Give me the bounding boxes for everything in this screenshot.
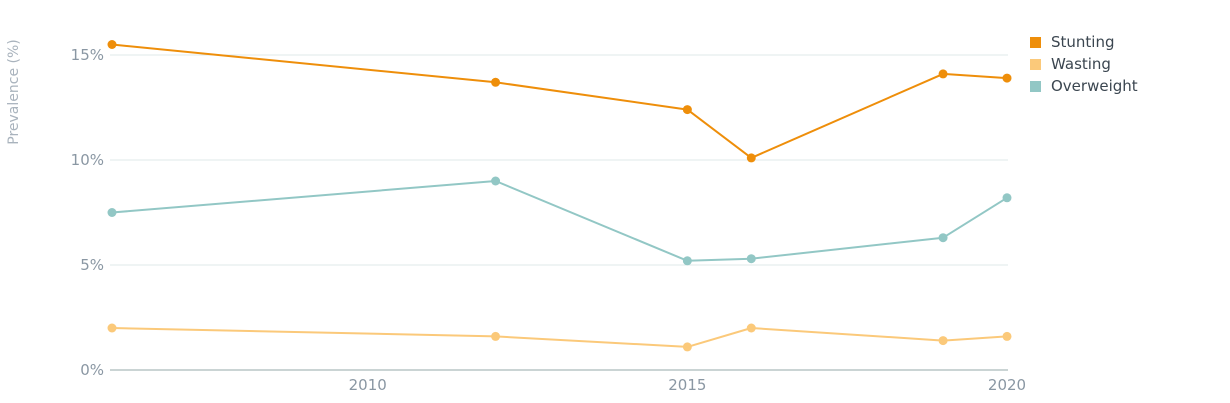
data-point-wasting[interactable]: [682, 342, 692, 352]
data-point-wasting[interactable]: [1002, 331, 1012, 341]
legend-label: Stunting: [1051, 33, 1115, 51]
legend-swatch: [1030, 81, 1041, 92]
legend: Stunting Wasting Overweight: [1030, 33, 1138, 95]
y-tick-label: 0%: [80, 361, 104, 379]
data-point-wasting[interactable]: [491, 331, 501, 341]
series-wasting: [107, 323, 1012, 352]
data-point-wasting[interactable]: [746, 323, 756, 333]
gridlines: [110, 54, 1008, 371]
y-tick-label: 5%: [80, 256, 104, 274]
legend-swatch: [1030, 59, 1041, 70]
series-line-overweight: [111, 180, 1008, 262]
series-overweight: [107, 176, 1012, 266]
y-axis-ticks: 0% 5% 10% 15%: [71, 46, 104, 379]
x-axis-ticks: 2010 2015 2020: [349, 376, 1026, 394]
data-point-stunting[interactable]: [1002, 73, 1012, 83]
series-stunting: [107, 40, 1012, 163]
legend-swatch: [1030, 37, 1041, 48]
data-point-overweight[interactable]: [682, 256, 692, 266]
data-point-overweight[interactable]: [1002, 193, 1012, 203]
x-tick-label: 2020: [988, 376, 1026, 394]
data-point-overweight[interactable]: [746, 254, 756, 264]
series-line-stunting: [111, 43, 1008, 159]
series: [107, 40, 1012, 352]
legend-label: Wasting: [1051, 55, 1111, 73]
y-tick-label: 15%: [71, 46, 104, 64]
data-point-stunting[interactable]: [491, 77, 501, 87]
data-point-wasting[interactable]: [107, 323, 117, 333]
data-point-stunting[interactable]: [682, 105, 692, 115]
data-point-overweight[interactable]: [107, 208, 117, 217]
data-point-stunting[interactable]: [746, 153, 756, 163]
data-point-overweight[interactable]: [938, 233, 948, 243]
y-tick-label: 10%: [71, 151, 104, 169]
legend-label: Overweight: [1051, 77, 1138, 95]
data-point-stunting[interactable]: [107, 40, 117, 49]
x-tick-label: 2015: [668, 376, 706, 394]
data-point-wasting[interactable]: [938, 336, 948, 346]
data-point-overweight[interactable]: [491, 176, 501, 186]
data-point-stunting[interactable]: [938, 69, 948, 79]
x-tick-label: 2010: [349, 376, 387, 394]
series-line-wasting: [111, 327, 1008, 348]
y-axis-title: Prevalence (%): [6, 39, 22, 145]
